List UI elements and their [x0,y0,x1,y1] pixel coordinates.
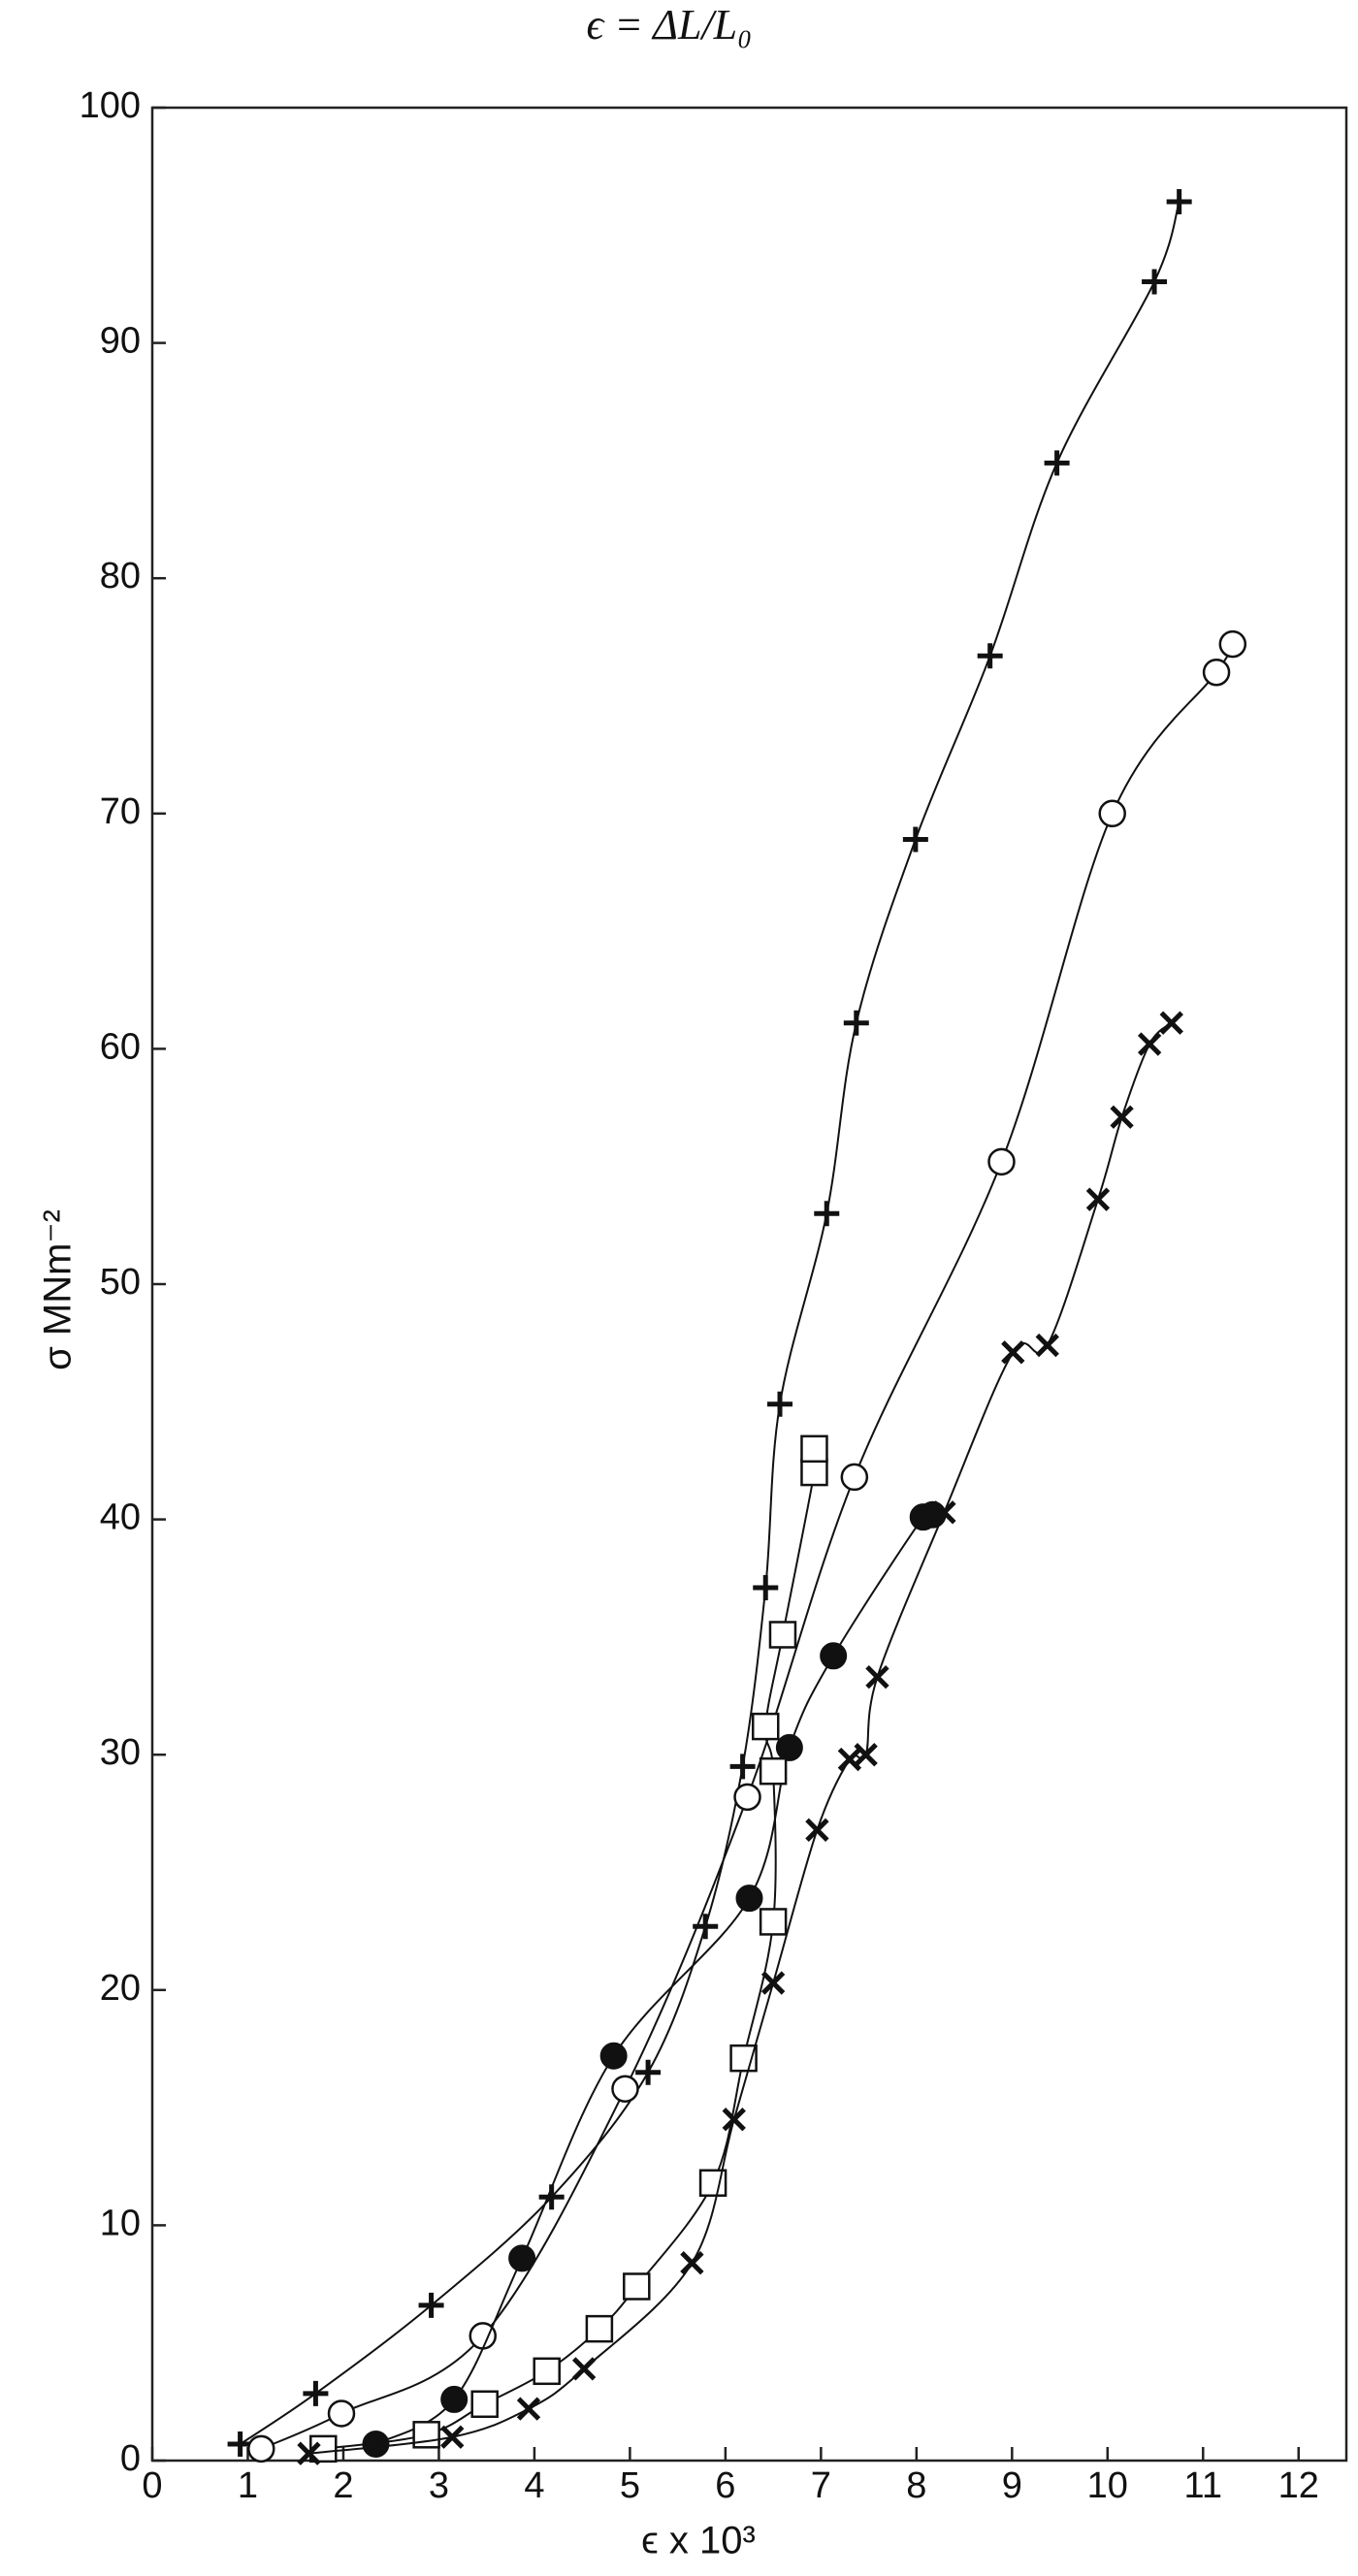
point-plus [902,826,928,853]
point-square [470,2390,499,2419]
point-cross [1085,1187,1111,1211]
x-tick-label: 6 [715,2465,735,2506]
point-open-circle [733,1783,761,1812]
x-tick-label: 8 [906,2465,926,2506]
point-square [800,1458,828,1487]
x-tick-label: 12 [1278,2465,1319,2506]
point-filled-circle [735,1884,763,1913]
point-cross [516,2397,541,2421]
point-square [751,1712,780,1741]
point-plus [767,1391,793,1417]
point-cross [854,1743,878,1767]
point-cross [1137,1032,1162,1056]
point-open-circle [1098,799,1126,828]
point-plus [303,2380,329,2406]
point-cross [1159,1011,1183,1035]
plot-frame [150,106,1348,2463]
series-group [309,1434,828,2463]
fit-curve [374,1504,935,2445]
point-filled-circle [508,2244,536,2272]
point-plus [1044,450,1070,476]
y-tick-label: 0 [120,2438,141,2479]
point-plus [977,643,1003,669]
point-plus [1142,269,1168,295]
y-tick-label: 60 [100,1026,141,1067]
series-group [227,189,1192,2458]
point-square [759,1908,788,1936]
point-cross [805,1818,829,1842]
point-open-circle [247,2434,275,2463]
point-open-circle [987,1147,1016,1176]
y-tick-label: 80 [100,556,141,596]
y-tick-label: 10 [100,2203,141,2243]
series-group [297,1011,1183,2465]
point-filled-circle [775,1733,803,1761]
series-group [362,1500,947,2459]
x-tick-label: 1 [238,2465,258,2506]
point-cross [1035,1333,1059,1358]
point-open-circle [1202,658,1231,687]
point-square [533,2357,561,2386]
point-open-circle [840,1463,869,1492]
point-open-circle [1218,629,1247,659]
y-tick-label: 100 [80,85,141,126]
point-square [412,2421,440,2449]
point-filled-circle [440,2385,469,2413]
point-cross [1110,1105,1134,1129]
point-plus [635,2059,662,2085]
point-cross [837,1747,862,1772]
point-square [623,2272,651,2301]
x-tick-label: 0 [142,2465,162,2506]
point-plus [814,1201,840,1227]
y-tick-label: 40 [100,1497,141,1538]
fit-curve [240,201,1180,2445]
point-cross [440,2425,465,2449]
y-tick-label: 70 [100,791,141,832]
y-tick-label: 20 [100,1968,141,2009]
point-filled-circle [820,1642,848,1670]
x-axis-label: ϵ x 10³ [641,2520,756,2562]
y-tick-label: 50 [100,1262,141,1303]
x-tick-label: 10 [1087,2465,1128,2506]
fit-curve [308,1021,1173,2455]
point-plus [843,1010,869,1036]
point-cross [571,2357,597,2381]
series-group [247,629,1247,2463]
point-open-circle [327,2399,356,2428]
point-square [729,2044,758,2073]
x-tick-label: 3 [429,2465,449,2506]
fit-curve [260,643,1234,2450]
point-plus [1166,189,1192,215]
y-tick-label: 30 [100,1732,141,1773]
point-open-circle [611,2075,639,2103]
fit-curve [323,1448,818,2450]
x-tick-label: 11 [1184,2465,1222,2506]
point-plus [418,2292,444,2318]
point-filled-circle [599,2042,628,2070]
point-cross [865,1664,889,1690]
point-square [768,1621,797,1649]
point-square [800,1434,828,1464]
point-cross [1001,1340,1025,1365]
y-axis-label: σ MNm⁻² [37,1209,80,1370]
point-cross [932,1500,956,1525]
point-square [585,2314,614,2343]
point-plus [753,1574,779,1600]
x-tick-label: 2 [333,2465,353,2506]
point-cross [760,1971,786,1995]
point-plus [729,1754,756,1780]
point-cross [722,2108,746,2132]
point-cross [297,2441,321,2465]
point-square [759,1756,788,1786]
x-tick-label: 5 [620,2465,640,2506]
point-cross [680,2251,704,2275]
x-tick-label: 4 [524,2465,544,2506]
x-tick-label: 9 [1002,2465,1022,2506]
chart-title: ϵ = ΔL/L₀ [587,1,753,48]
point-square [698,2169,728,2197]
x-tick-label: 7 [811,2465,831,2506]
y-tick-label: 90 [100,321,141,362]
